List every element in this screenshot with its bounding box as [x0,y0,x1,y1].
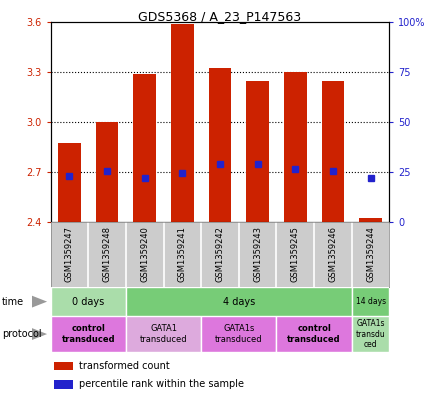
Text: protocol: protocol [2,329,42,339]
Bar [284,72,307,222]
Bar [54,380,73,389]
Text: GSM1359244: GSM1359244 [366,226,375,283]
Text: GSM1359247: GSM1359247 [65,226,74,283]
Text: GSM1359245: GSM1359245 [291,226,300,283]
Bar [96,122,118,222]
Text: transformed count: transformed count [79,361,170,371]
Text: time: time [2,297,24,307]
Bar [201,316,276,352]
Bar [51,287,126,316]
Text: GATA1s
transduced: GATA1s transduced [215,324,263,344]
Text: 4 days: 4 days [223,297,255,307]
Bar [126,287,352,316]
Text: 14 days: 14 days [356,297,385,306]
Bar [54,362,73,370]
Text: GSM1359248: GSM1359248 [103,226,112,283]
Text: GATA1
transduced: GATA1 transduced [140,324,187,344]
Polygon shape [32,296,47,308]
Text: GATA1s
transdu
ced: GATA1s transdu ced [356,319,385,349]
Polygon shape [32,328,47,340]
Bar [352,287,389,316]
Text: control
transduced: control transduced [287,324,341,344]
Bar [171,24,194,222]
Text: GSM1359243: GSM1359243 [253,226,262,283]
Text: GSM1359246: GSM1359246 [328,226,337,283]
Bar [322,81,344,222]
Bar [276,316,352,352]
Bar [359,218,382,222]
Text: percentile rank within the sample: percentile rank within the sample [79,379,244,389]
Bar [58,143,81,222]
Text: 0 days: 0 days [72,297,104,307]
Bar [352,316,389,352]
Text: GSM1359242: GSM1359242 [216,226,224,283]
Bar [51,316,126,352]
Bar [209,68,231,222]
Text: GSM1359240: GSM1359240 [140,226,149,283]
Bar [133,74,156,222]
Bar [126,316,201,352]
Text: GDS5368 / A_23_P147563: GDS5368 / A_23_P147563 [139,10,301,23]
Bar [246,81,269,222]
Text: control
transduced: control transduced [62,324,115,344]
Text: GSM1359241: GSM1359241 [178,226,187,283]
